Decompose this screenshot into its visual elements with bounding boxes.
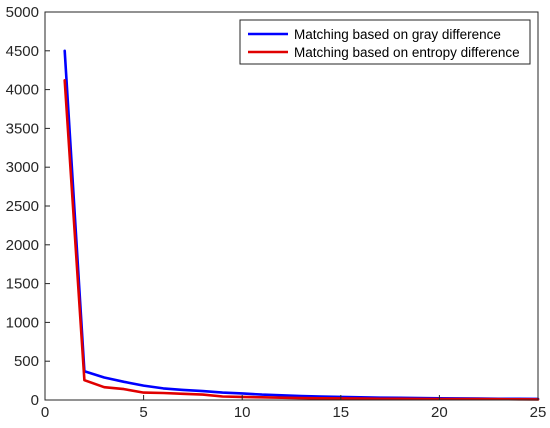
x-tick-label: 15 [332,404,349,421]
y-tick-label: 2000 [6,237,39,254]
x-tick-label: 0 [41,404,49,421]
y-tick-label: 0 [31,392,39,409]
y-tick-label: 2500 [6,198,39,215]
x-tick-label: 20 [431,404,448,421]
legend-entry-label: Matching based on gray difference [294,27,501,42]
plot-lines [63,49,540,401]
y-tick-label: 4500 [6,43,39,60]
x-tick-label: 10 [234,404,251,421]
x-tick-label: 5 [139,404,147,421]
legend: Matching based on gray difference Matchin… [239,19,531,65]
y-tick-label: 1500 [6,276,39,293]
y-tick-label: 5000 [6,4,39,21]
y-tick-label: 3000 [6,159,39,176]
x-axis: 0 5 10 15 20 25 [41,395,547,421]
legend-box [239,19,531,65]
x-tick-label: 25 [530,404,547,421]
legend-entry-label: Matching based on entropy difference [294,45,520,60]
plot-frame [44,11,539,401]
y-tick-label: 4000 [6,82,39,99]
y-tick-label: 1000 [6,314,39,331]
series-line-2 [63,79,540,401]
y-tick-label: 3500 [6,120,39,137]
y-tick-label: 500 [14,353,39,370]
y-axis: 0 500 1000 1500 2000 2500 3000 3500 4000 4500 5000 [6,4,50,409]
plot-area [45,12,538,400]
